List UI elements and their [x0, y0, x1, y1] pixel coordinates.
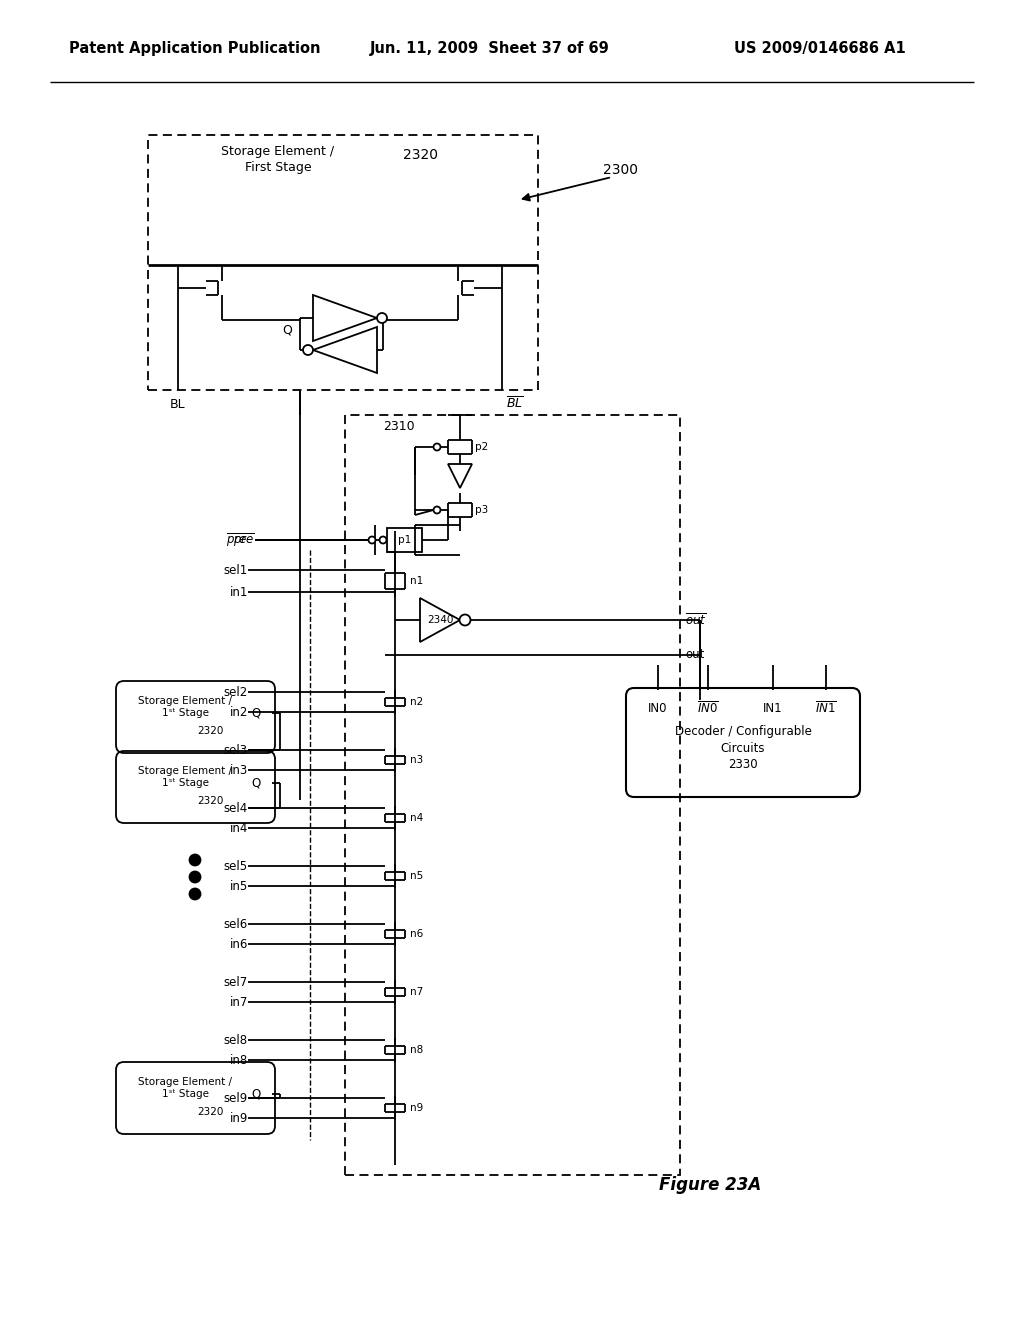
Text: in7: in7: [229, 995, 248, 1008]
Text: Circuits: Circuits: [721, 742, 765, 755]
Text: 2320: 2320: [197, 1107, 223, 1117]
Text: Figure 23A: Figure 23A: [658, 1176, 761, 1195]
Text: sel8: sel8: [224, 1034, 248, 1047]
Bar: [345, 414, 680, 1175]
Text: n9: n9: [410, 1104, 423, 1113]
Text: Storage Element /: Storage Element /: [138, 696, 232, 706]
Text: sel5: sel5: [224, 859, 248, 873]
Text: in6: in6: [229, 937, 248, 950]
Bar: [387, 528, 422, 552]
Text: sel3: sel3: [224, 743, 248, 756]
Text: sel2: sel2: [224, 685, 248, 698]
Circle shape: [377, 313, 387, 323]
Circle shape: [189, 854, 201, 866]
Text: sel6: sel6: [224, 917, 248, 931]
Text: 2330: 2330: [728, 758, 758, 771]
Text: p1: p1: [398, 535, 411, 545]
Text: Jun. 11, 2009  Sheet 37 of 69: Jun. 11, 2009 Sheet 37 of 69: [370, 41, 610, 55]
Text: in1: in1: [229, 586, 248, 598]
Text: IN1: IN1: [763, 701, 782, 714]
Text: in3: in3: [229, 763, 248, 776]
Text: p3: p3: [475, 506, 488, 515]
Text: 2320: 2320: [197, 726, 223, 737]
Text: $\overline{IN1}$: $\overline{IN1}$: [815, 700, 837, 715]
Text: sel1: sel1: [224, 564, 248, 577]
Circle shape: [303, 345, 313, 355]
Circle shape: [433, 444, 440, 450]
Text: Q: Q: [251, 706, 261, 719]
Circle shape: [433, 507, 440, 513]
Text: Decoder / Configurable: Decoder / Configurable: [675, 726, 811, 738]
Text: n6: n6: [410, 929, 423, 939]
Bar: [148, 135, 538, 389]
Circle shape: [460, 615, 470, 626]
Circle shape: [189, 888, 201, 899]
Text: n8: n8: [410, 1045, 423, 1055]
Circle shape: [189, 871, 201, 883]
Text: 1ˢᵗ Stage: 1ˢᵗ Stage: [162, 777, 209, 788]
Text: in2: in2: [229, 705, 248, 718]
Text: n5: n5: [410, 871, 423, 880]
Circle shape: [369, 536, 376, 544]
Text: sel9: sel9: [224, 1092, 248, 1105]
Text: 2320: 2320: [197, 796, 223, 807]
Circle shape: [380, 536, 386, 544]
Text: $\overline{out}$: $\overline{out}$: [685, 612, 707, 628]
Text: n1: n1: [410, 576, 423, 586]
Text: $\overline{pre}$: $\overline{pre}$: [226, 531, 248, 549]
Text: n7: n7: [410, 987, 423, 997]
Text: 1ˢᵗ Stage: 1ˢᵗ Stage: [162, 708, 209, 718]
Text: $\overline{IN0}$: $\overline{IN0}$: [697, 700, 719, 715]
Text: BL: BL: [170, 397, 185, 411]
Text: Q: Q: [282, 323, 292, 337]
Text: n4: n4: [410, 813, 423, 822]
Text: n3: n3: [410, 755, 423, 766]
Text: in4: in4: [229, 821, 248, 834]
Text: 2300: 2300: [602, 162, 638, 177]
Text: IN0: IN0: [648, 701, 668, 714]
Text: Q: Q: [251, 1088, 261, 1101]
Text: First Stage: First Stage: [245, 161, 311, 173]
Text: p2: p2: [475, 442, 488, 451]
Text: US 2009/0146686 A1: US 2009/0146686 A1: [734, 41, 906, 55]
Text: 2340: 2340: [427, 615, 454, 624]
Text: 1ˢᵗ Stage: 1ˢᵗ Stage: [162, 1089, 209, 1100]
Text: $\overline{pre}$: $\overline{pre}$: [233, 531, 255, 549]
Text: $\overline{BL}$: $\overline{BL}$: [506, 396, 523, 412]
Text: 2310: 2310: [383, 421, 415, 433]
Text: out: out: [685, 648, 705, 661]
Text: Q: Q: [251, 776, 261, 789]
Text: sel7: sel7: [224, 975, 248, 989]
Text: sel4: sel4: [224, 801, 248, 814]
Text: 2320: 2320: [402, 148, 437, 162]
Text: Patent Application Publication: Patent Application Publication: [70, 41, 321, 55]
Text: n2: n2: [410, 697, 423, 708]
Text: Storage Element /: Storage Element /: [221, 145, 335, 158]
Text: Storage Element /: Storage Element /: [138, 1077, 232, 1086]
Text: in8: in8: [229, 1053, 248, 1067]
Text: in9: in9: [229, 1111, 248, 1125]
Text: in5: in5: [229, 879, 248, 892]
Text: Storage Element /: Storage Element /: [138, 766, 232, 776]
